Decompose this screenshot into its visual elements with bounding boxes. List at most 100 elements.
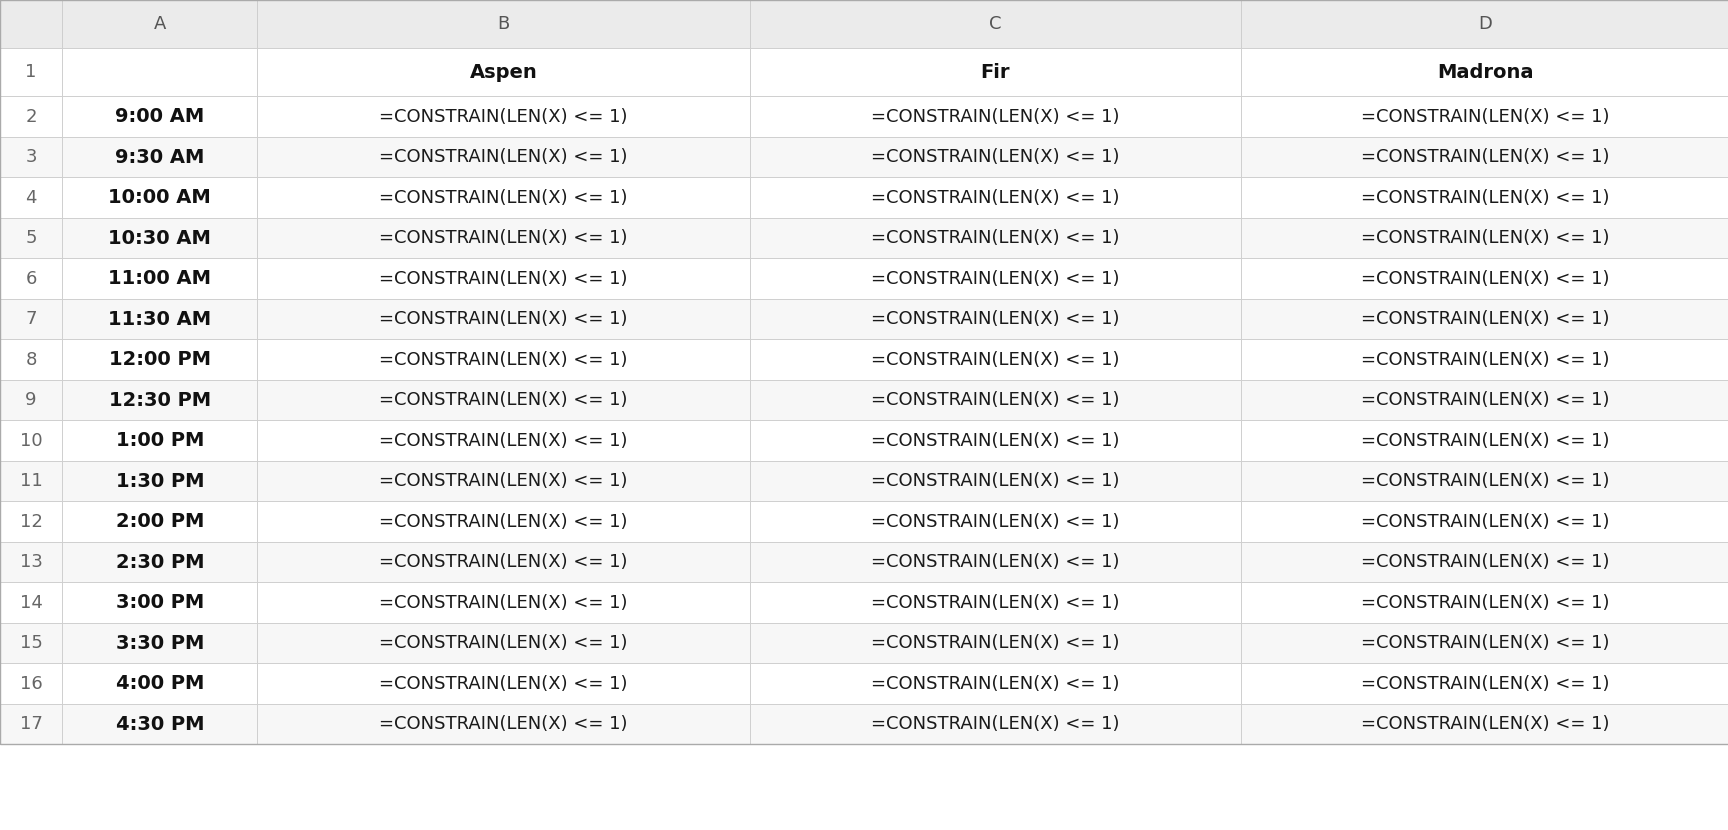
Text: 17: 17 <box>19 715 43 733</box>
Bar <box>62 542 257 583</box>
Bar <box>257 178 750 217</box>
Text: =CONSTRAIN(LEN(X) <= 1): =CONSTRAIN(LEN(X) <= 1) <box>871 391 1120 409</box>
Text: =CONSTRAIN(LEN(X) <= 1): =CONSTRAIN(LEN(X) <= 1) <box>380 432 627 450</box>
Bar <box>0 258 62 299</box>
Text: =CONSTRAIN(LEN(X) <= 1): =CONSTRAIN(LEN(X) <= 1) <box>871 715 1120 733</box>
Text: =CONSTRAIN(LEN(X) <= 1): =CONSTRAIN(LEN(X) <= 1) <box>1362 593 1609 612</box>
Text: =CONSTRAIN(LEN(X) <= 1): =CONSTRAIN(LEN(X) <= 1) <box>380 715 627 733</box>
Text: 10: 10 <box>19 432 43 450</box>
Text: =CONSTRAIN(LEN(X) <= 1): =CONSTRAIN(LEN(X) <= 1) <box>871 553 1120 571</box>
Bar <box>62 299 257 339</box>
Text: 15: 15 <box>19 634 43 652</box>
Text: =CONSTRAIN(LEN(X) <= 1): =CONSTRAIN(LEN(X) <= 1) <box>1362 148 1609 166</box>
Text: =CONSTRAIN(LEN(X) <= 1): =CONSTRAIN(LEN(X) <= 1) <box>871 513 1120 530</box>
Text: =CONSTRAIN(LEN(X) <= 1): =CONSTRAIN(LEN(X) <= 1) <box>871 675 1120 692</box>
Text: =CONSTRAIN(LEN(X) <= 1): =CONSTRAIN(LEN(X) <= 1) <box>380 634 627 652</box>
Bar <box>257 339 750 380</box>
Bar <box>62 663 257 704</box>
Text: 3: 3 <box>26 148 36 166</box>
Bar <box>62 704 257 745</box>
Bar <box>0 542 62 583</box>
Bar <box>62 217 257 258</box>
Text: =CONSTRAIN(LEN(X) <= 1): =CONSTRAIN(LEN(X) <= 1) <box>871 188 1120 207</box>
Text: 2: 2 <box>26 108 36 125</box>
Bar <box>750 0 1241 48</box>
Bar <box>0 622 62 663</box>
Bar <box>750 258 1241 299</box>
Text: 8: 8 <box>26 350 36 369</box>
Text: =CONSTRAIN(LEN(X) <= 1): =CONSTRAIN(LEN(X) <= 1) <box>1362 675 1609 692</box>
Bar <box>1241 0 1728 48</box>
Text: Madrona: Madrona <box>1438 63 1533 81</box>
Text: 14: 14 <box>19 593 43 612</box>
Bar <box>1241 96 1728 137</box>
Bar <box>62 137 257 178</box>
Bar <box>750 217 1241 258</box>
Bar <box>1241 299 1728 339</box>
Text: =CONSTRAIN(LEN(X) <= 1): =CONSTRAIN(LEN(X) <= 1) <box>871 148 1120 166</box>
Bar <box>257 420 750 461</box>
Bar <box>1241 178 1728 217</box>
Bar <box>0 380 62 420</box>
Text: 11:30 AM: 11:30 AM <box>109 310 211 329</box>
Bar <box>1241 258 1728 299</box>
Bar <box>0 583 62 622</box>
Bar <box>257 48 750 96</box>
Text: 11:00 AM: 11:00 AM <box>109 269 211 288</box>
Text: =CONSTRAIN(LEN(X) <= 1): =CONSTRAIN(LEN(X) <= 1) <box>1362 553 1609 571</box>
Text: 2:30 PM: 2:30 PM <box>116 553 204 572</box>
Bar <box>62 380 257 420</box>
Bar <box>257 704 750 745</box>
Bar <box>257 461 750 501</box>
Text: =CONSTRAIN(LEN(X) <= 1): =CONSTRAIN(LEN(X) <= 1) <box>1362 432 1609 450</box>
Text: =CONSTRAIN(LEN(X) <= 1): =CONSTRAIN(LEN(X) <= 1) <box>380 593 627 612</box>
Text: =CONSTRAIN(LEN(X) <= 1): =CONSTRAIN(LEN(X) <= 1) <box>871 432 1120 450</box>
Text: =CONSTRAIN(LEN(X) <= 1): =CONSTRAIN(LEN(X) <= 1) <box>380 108 627 125</box>
Bar <box>0 461 62 501</box>
Bar <box>257 542 750 583</box>
Bar <box>1241 542 1728 583</box>
Bar <box>0 217 62 258</box>
Text: 13: 13 <box>19 553 43 571</box>
Bar <box>257 217 750 258</box>
Bar <box>0 663 62 704</box>
Bar <box>750 96 1241 137</box>
Text: =CONSTRAIN(LEN(X) <= 1): =CONSTRAIN(LEN(X) <= 1) <box>871 472 1120 490</box>
Text: 4: 4 <box>26 188 36 207</box>
Text: =CONSTRAIN(LEN(X) <= 1): =CONSTRAIN(LEN(X) <= 1) <box>1362 229 1609 247</box>
Bar <box>1241 217 1728 258</box>
Bar <box>750 137 1241 178</box>
Bar <box>1241 622 1728 663</box>
Text: 1:00 PM: 1:00 PM <box>116 431 204 450</box>
Text: 12: 12 <box>19 513 43 530</box>
Text: A: A <box>154 15 166 33</box>
Bar <box>257 622 750 663</box>
Bar <box>1241 420 1728 461</box>
Text: =CONSTRAIN(LEN(X) <= 1): =CONSTRAIN(LEN(X) <= 1) <box>380 350 627 369</box>
Bar <box>62 178 257 217</box>
Bar <box>750 622 1241 663</box>
Bar <box>1241 501 1728 542</box>
Bar <box>750 542 1241 583</box>
Bar <box>1241 380 1728 420</box>
Text: =CONSTRAIN(LEN(X) <= 1): =CONSTRAIN(LEN(X) <= 1) <box>871 108 1120 125</box>
Bar <box>750 583 1241 622</box>
Bar <box>750 461 1241 501</box>
Text: =CONSTRAIN(LEN(X) <= 1): =CONSTRAIN(LEN(X) <= 1) <box>1362 513 1609 530</box>
Bar <box>1241 583 1728 622</box>
Text: 4:30 PM: 4:30 PM <box>116 715 204 734</box>
Text: 9:30 AM: 9:30 AM <box>116 148 204 167</box>
Bar <box>1241 137 1728 178</box>
Text: 6: 6 <box>26 270 36 287</box>
Text: =CONSTRAIN(LEN(X) <= 1): =CONSTRAIN(LEN(X) <= 1) <box>871 310 1120 328</box>
Bar <box>62 0 257 48</box>
Text: Fir: Fir <box>980 63 1011 81</box>
Bar <box>257 299 750 339</box>
Text: =CONSTRAIN(LEN(X) <= 1): =CONSTRAIN(LEN(X) <= 1) <box>1362 715 1609 733</box>
Text: 7: 7 <box>26 310 36 328</box>
Bar <box>62 461 257 501</box>
Bar <box>1241 339 1728 380</box>
Bar <box>257 663 750 704</box>
Text: =CONSTRAIN(LEN(X) <= 1): =CONSTRAIN(LEN(X) <= 1) <box>380 229 627 247</box>
Bar <box>1241 663 1728 704</box>
